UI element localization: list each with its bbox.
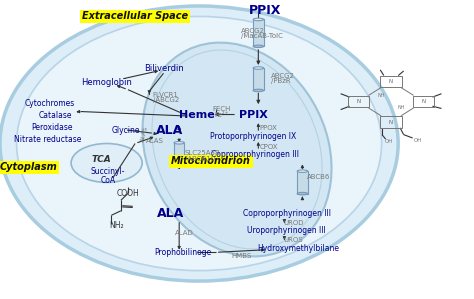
Text: TCA: TCA: [92, 155, 112, 164]
Ellipse shape: [174, 141, 184, 144]
Text: CPOX: CPOX: [260, 144, 278, 150]
Text: N: N: [421, 99, 426, 104]
Text: Prophobilinoge: Prophobilinoge: [154, 248, 211, 257]
Text: ALAS: ALAS: [140, 125, 149, 142]
Text: Hydroxymethylbilane: Hydroxymethylbilane: [258, 244, 339, 253]
Text: ABCB6: ABCB6: [307, 174, 330, 180]
Text: N: N: [389, 79, 393, 84]
Text: Cytoplasm: Cytoplasm: [0, 162, 57, 173]
FancyBboxPatch shape: [174, 143, 184, 165]
Text: NH: NH: [397, 106, 405, 110]
Text: SLC25A38: SLC25A38: [185, 150, 220, 156]
Text: Uroporphyrinogen III: Uroporphyrinogen III: [247, 226, 326, 235]
Text: Glycine: Glycine: [111, 126, 140, 135]
Text: OH: OH: [385, 139, 393, 144]
Text: Nitrate reductase: Nitrate reductase: [14, 135, 81, 144]
Text: NH: NH: [377, 93, 385, 98]
Ellipse shape: [253, 45, 264, 48]
Text: HMBS: HMBS: [232, 253, 252, 259]
Text: FECH: FECH: [213, 106, 231, 112]
Text: ALAS: ALAS: [146, 138, 164, 144]
Text: UROS: UROS: [283, 237, 303, 243]
Text: Cytochromes: Cytochromes: [25, 99, 75, 108]
Text: Biliverdin: Biliverdin: [144, 64, 183, 73]
Text: PPOX: PPOX: [260, 125, 278, 131]
Text: Catalase: Catalase: [39, 111, 72, 120]
Text: /ABCG2: /ABCG2: [153, 97, 179, 103]
Text: ABCG2: ABCG2: [241, 28, 264, 34]
Text: Fe²⁺: Fe²⁺: [215, 112, 229, 118]
Text: N: N: [356, 99, 361, 104]
Text: PPIX: PPIX: [249, 4, 282, 17]
Ellipse shape: [253, 89, 264, 92]
Text: Peroxidase: Peroxidase: [31, 123, 73, 132]
Text: CoA: CoA: [100, 176, 116, 185]
Ellipse shape: [71, 144, 142, 182]
Text: NH₂: NH₂: [109, 221, 123, 230]
Ellipse shape: [174, 164, 184, 167]
Text: OH: OH: [414, 138, 422, 143]
Text: Protoporphyrinogen IX: Protoporphyrinogen IX: [210, 132, 297, 141]
Ellipse shape: [253, 67, 264, 69]
Text: /PBzR: /PBzR: [271, 78, 291, 84]
Text: COOH: COOH: [117, 189, 139, 198]
Text: Mitochondrion: Mitochondrion: [171, 156, 251, 167]
FancyBboxPatch shape: [253, 19, 264, 46]
Ellipse shape: [0, 6, 398, 281]
Text: Heme: Heme: [179, 110, 215, 120]
Ellipse shape: [253, 18, 264, 21]
Text: Hemoglobin: Hemoglobin: [81, 78, 132, 87]
Ellipse shape: [143, 42, 331, 257]
Text: PPIX: PPIX: [239, 110, 268, 120]
FancyBboxPatch shape: [297, 171, 308, 194]
Text: /ABCB10: /ABCB10: [185, 156, 215, 162]
Text: FLVCR1: FLVCR1: [153, 92, 179, 98]
Ellipse shape: [17, 16, 382, 271]
Text: ALA: ALA: [157, 207, 184, 220]
Text: ALAD: ALAD: [175, 230, 194, 236]
Text: ABCG2: ABCG2: [271, 73, 295, 79]
Text: Extracellular Space: Extracellular Space: [82, 11, 188, 22]
Text: Coproporphyrinogen III: Coproporphyrinogen III: [211, 150, 299, 159]
Text: Succinyl-: Succinyl-: [91, 167, 125, 176]
FancyBboxPatch shape: [253, 68, 264, 90]
Ellipse shape: [297, 170, 308, 173]
Text: Coproporphyrinogen III: Coproporphyrinogen III: [243, 209, 331, 218]
Text: ALA: ALA: [156, 123, 183, 137]
Text: /MacAB-TolC: /MacAB-TolC: [241, 33, 283, 39]
Text: N: N: [389, 120, 393, 125]
Ellipse shape: [297, 192, 308, 195]
Text: UROD: UROD: [283, 220, 304, 226]
